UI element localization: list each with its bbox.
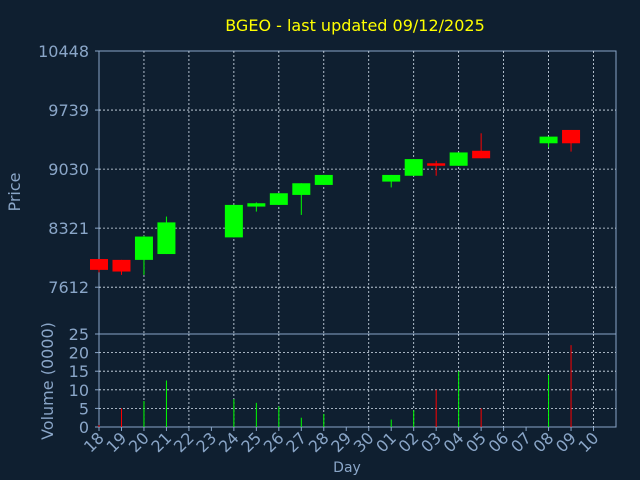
candle-body: [562, 129, 581, 144]
price-plot-frame: [98, 50, 617, 335]
price-tick-label: 7612: [48, 278, 89, 297]
volume-tick-label: 0: [79, 418, 89, 437]
volume-tick-label: 20: [69, 344, 89, 363]
candle-body: [382, 174, 401, 182]
candle-body: [224, 204, 243, 238]
candle-body: [269, 193, 288, 205]
candle-body: [90, 259, 108, 270]
candle-body: [134, 236, 153, 260]
volume-panel: 0510152025181920212223242526272829300102…: [69, 325, 617, 456]
candle-body: [472, 150, 491, 159]
candle-body: [157, 222, 176, 255]
volume-tick-label: 25: [69, 325, 89, 344]
candle-body: [247, 203, 266, 207]
volume-plot-frame: [98, 333, 617, 428]
x-axis-label: Day: [333, 460, 361, 476]
volume-tick-label: 5: [79, 399, 89, 418]
candle-body: [427, 163, 446, 166]
price-tick-label: 8321: [48, 219, 89, 238]
candle-body: [314, 174, 333, 185]
price-tick-label: 9030: [48, 160, 89, 179]
price-axis-label: Price: [5, 172, 24, 211]
volume-axis-label: Volume (0000): [38, 322, 57, 440]
candle-body: [539, 136, 558, 144]
price-tick-label: 9739: [48, 101, 89, 120]
price-tick-label: 10448: [38, 42, 89, 61]
candle-body: [112, 259, 131, 272]
price-panel: 7612 8321 9030 9739 10448: [38, 42, 617, 335]
candle-body: [292, 183, 311, 195]
volume-tick-label: 10: [69, 381, 89, 400]
chart-title: BGEO - last updated 09/12/2025: [225, 16, 485, 35]
candle-body: [449, 152, 468, 166]
volume-tick-label: 15: [69, 362, 89, 381]
candle-body: [404, 159, 423, 176]
